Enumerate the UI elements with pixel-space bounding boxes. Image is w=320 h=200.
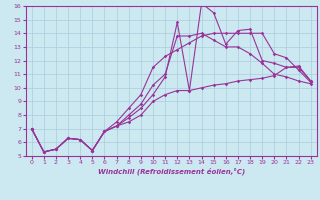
X-axis label: Windchill (Refroidissement éolien,°C): Windchill (Refroidissement éolien,°C) [98, 168, 245, 175]
